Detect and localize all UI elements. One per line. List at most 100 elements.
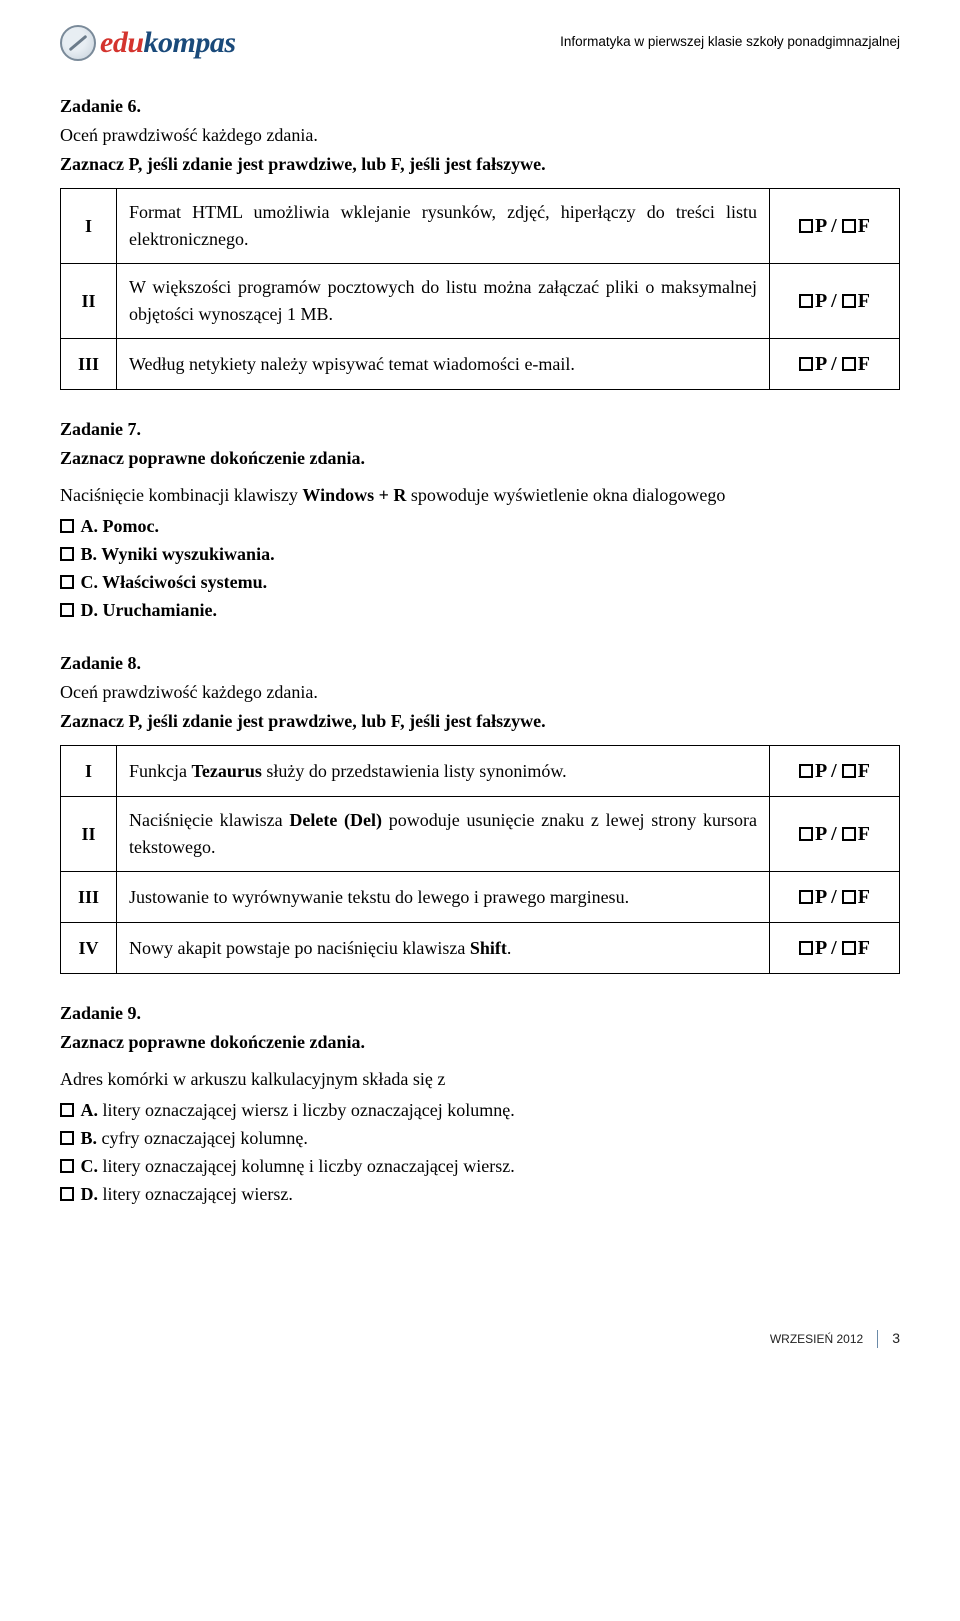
label-f: F: [858, 353, 870, 375]
option-label: A.: [81, 516, 99, 536]
checkbox-a[interactable]: [60, 519, 74, 533]
row-statement: Według netykiety należy wpisywać temat w…: [117, 339, 770, 390]
option-text: litery oznaczającej kolumnę i liczby ozn…: [98, 1156, 515, 1176]
stmt-bold: Delete (Del): [289, 810, 382, 830]
row-statement: W większości programów pocztowych do lis…: [117, 264, 770, 339]
label-f: F: [858, 937, 870, 959]
task8-title: Zadanie 8.: [60, 650, 900, 677]
task6-line2: Zaznacz P, jeśli zdanie jest prawdziwe, …: [60, 151, 900, 178]
label-f: F: [858, 886, 870, 908]
stmt-post: .: [507, 938, 512, 958]
pf-choice: P / F: [770, 923, 900, 974]
logo: edukompas: [60, 20, 236, 65]
label-p: P: [815, 290, 826, 312]
task8-table: I Funkcja Tezaurus służy do przedstawien…: [60, 745, 900, 974]
pf-sep: /: [826, 886, 842, 908]
stmt-post: służy do przedstawienia listy synonimów.: [262, 761, 567, 781]
pf-sep: /: [826, 353, 842, 375]
checkbox-c[interactable]: [60, 1159, 74, 1173]
task7-option-b: B. Wyniki wyszukiwania.: [60, 541, 900, 568]
task7-option-c: C. Właściwości systemu.: [60, 569, 900, 596]
checkbox-b[interactable]: [60, 547, 74, 561]
pf-choice: P / F: [770, 264, 900, 339]
checkbox-d[interactable]: [60, 603, 74, 617]
checkbox-p[interactable]: [799, 941, 813, 955]
task9-line1: Zaznacz poprawne dokończenie zdania.: [60, 1029, 900, 1056]
task6-title: Zadanie 6.: [60, 93, 900, 120]
checkbox-p[interactable]: [799, 827, 813, 841]
option-label: D.: [81, 1184, 99, 1204]
row-number: II: [61, 264, 117, 339]
stmt-bold: Shift: [470, 938, 507, 958]
pf-choice: P / F: [770, 189, 900, 264]
checkbox-f[interactable]: [842, 357, 856, 371]
checkbox-a[interactable]: [60, 1103, 74, 1117]
label-f: F: [858, 760, 870, 782]
label-f: F: [858, 215, 870, 237]
checkbox-f[interactable]: [842, 827, 856, 841]
task8-line1: Oceń prawdziwość każdego zdania.: [60, 679, 900, 706]
row-number: III: [61, 872, 117, 923]
footer-divider: [877, 1330, 878, 1348]
pf-choice: P / F: [770, 746, 900, 797]
option-text: Wyniki wyszukiwania.: [97, 544, 275, 564]
option-text: cyfry oznaczającej kolumnę.: [97, 1128, 308, 1148]
stmt-post: Justowanie to wyrównywanie tekstu do lew…: [129, 887, 629, 907]
option-label: D.: [81, 600, 99, 620]
task7-intro: Naciśnięcie kombinacji klawiszy Windows …: [60, 482, 900, 509]
checkbox-d[interactable]: [60, 1187, 74, 1201]
footer-page: 3: [892, 1328, 900, 1349]
checkbox-p[interactable]: [799, 357, 813, 371]
pf-sep: /: [826, 823, 842, 845]
table-row: III Justowanie to wyrównywanie tekstu do…: [61, 872, 900, 923]
checkbox-f[interactable]: [842, 890, 856, 904]
row-statement: Format HTML umożliwia wklejanie rysunków…: [117, 189, 770, 264]
stmt-bold: Tezaurus: [192, 761, 262, 781]
pf-sep: /: [826, 760, 842, 782]
logo-kompas: kompas: [144, 26, 236, 59]
label-p: P: [815, 886, 826, 908]
checkbox-f[interactable]: [842, 219, 856, 233]
task9-intro: Adres komórki w arkuszu kalkulacyjnym sk…: [60, 1066, 900, 1093]
checkbox-f[interactable]: [842, 941, 856, 955]
label-f: F: [858, 290, 870, 312]
logo-text: edukompas: [100, 20, 236, 65]
checkbox-c[interactable]: [60, 575, 74, 589]
label-p: P: [815, 353, 826, 375]
checkbox-p[interactable]: [799, 890, 813, 904]
pf-sep: /: [826, 290, 842, 312]
label-p: P: [815, 760, 826, 782]
checkbox-p[interactable]: [799, 294, 813, 308]
checkbox-p[interactable]: [799, 219, 813, 233]
table-row: II Naciśnięcie klawisza Delete (Del) pow…: [61, 797, 900, 872]
page-footer: WRZESIEŃ 2012 3: [60, 1328, 900, 1349]
stmt-pre: Naciśnięcie klawisza: [129, 810, 289, 830]
option-text: litery oznaczającej wiersz i liczby ozna…: [98, 1100, 515, 1120]
task7-title: Zadanie 7.: [60, 416, 900, 443]
checkbox-f[interactable]: [842, 764, 856, 778]
row-number: IV: [61, 923, 117, 974]
task7-line1: Zaznacz poprawne dokończenie zdania.: [60, 445, 900, 472]
row-statement: Naciśnięcie klawisza Delete (Del) powodu…: [117, 797, 770, 872]
pf-sep: /: [826, 937, 842, 959]
checkbox-f[interactable]: [842, 294, 856, 308]
footer-date: WRZESIEŃ 2012: [770, 1330, 863, 1348]
task7-option-a: A. Pomoc.: [60, 513, 900, 540]
table-row: I Funkcja Tezaurus służy do przedstawien…: [61, 746, 900, 797]
label-p: P: [815, 215, 826, 237]
task9-option-d: D. litery oznaczającej wiersz.: [60, 1181, 900, 1208]
table-row: IV Nowy akapit powstaje po naciśnięciu k…: [61, 923, 900, 974]
page-header: edukompas Informatyka w pierwszej klasie…: [60, 20, 900, 65]
checkbox-b[interactable]: [60, 1131, 74, 1145]
row-number: II: [61, 797, 117, 872]
table-row: II W większości programów pocztowych do …: [61, 264, 900, 339]
label-f: F: [858, 823, 870, 845]
task7-intro-pre: Naciśnięcie kombinacji klawiszy: [60, 485, 302, 505]
stmt-pre: Funkcja: [129, 761, 192, 781]
table-row: III Według netykiety należy wpisywać tem…: [61, 339, 900, 390]
task7-intro-post: spowoduje wyświetlenie okna dialogowego: [406, 485, 725, 505]
task8-line2: Zaznacz P, jeśli zdanie jest prawdziwe, …: [60, 708, 900, 735]
checkbox-p[interactable]: [799, 764, 813, 778]
row-statement: Justowanie to wyrównywanie tekstu do lew…: [117, 872, 770, 923]
task9-option-c: C. litery oznaczającej kolumnę i liczby …: [60, 1153, 900, 1180]
